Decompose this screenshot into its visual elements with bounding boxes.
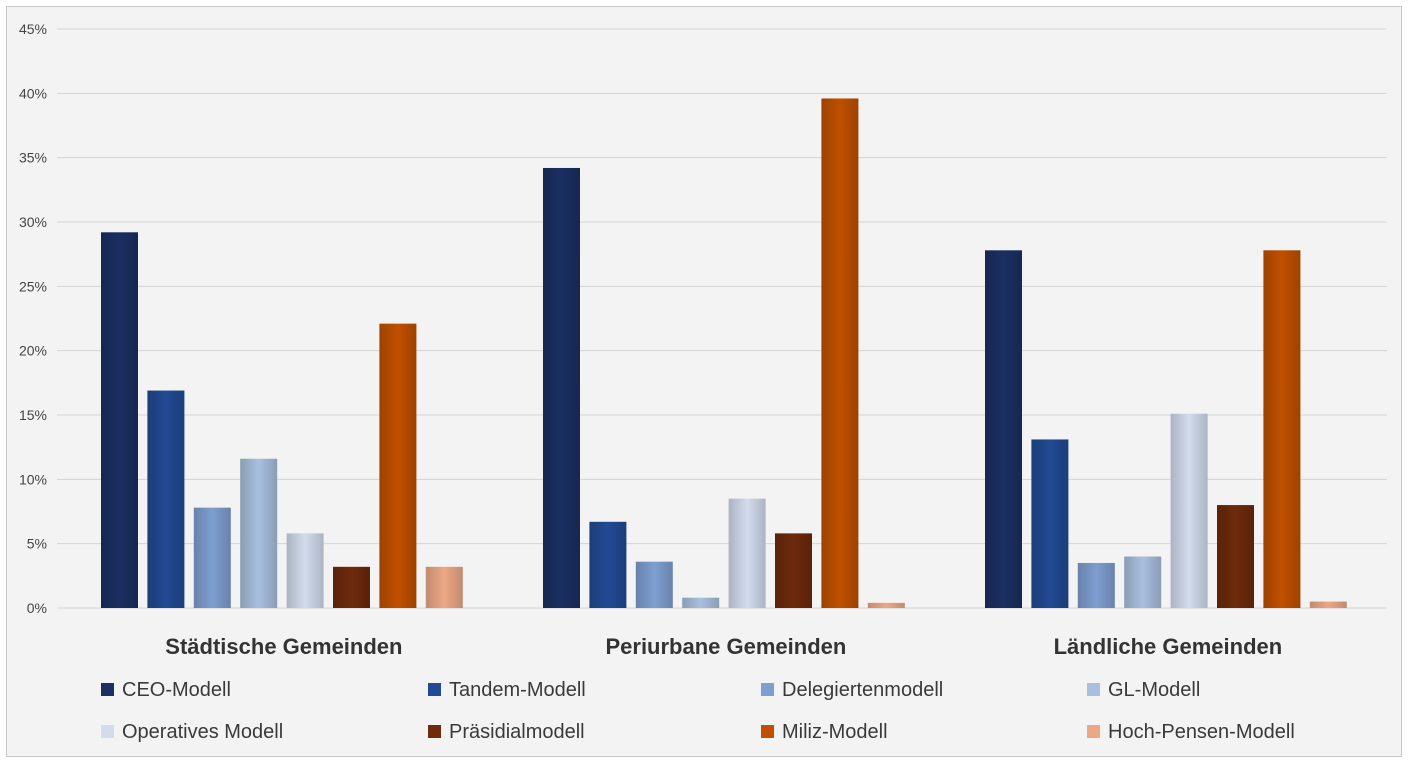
bar [589,521,627,608]
bar [147,390,185,608]
legend-label: Miliz-Modell [782,721,888,743]
bar [728,498,766,608]
y-tick-label: 5% [27,536,47,552]
legend: CEO-Modell Tandem-Modell Delegiertenmodell… [101,679,1295,743]
bar [1077,562,1115,608]
bar [379,323,417,608]
bar [985,250,1022,608]
legend-swatch [1087,725,1100,738]
legend-item: Delegiertenmodell [761,679,943,701]
chart-frame: 0% 5% 10% 15% 20% 25% 30% 35% 40% 45% Städtische … [6,6,1402,757]
bar [333,566,370,608]
x-axis-category-labels: Städtische Gemeinden Periurbane Gemeinden… [165,634,1282,659]
bar [775,533,812,608]
bar [635,561,673,608]
y-axis-tick-labels: 0% 5% 10% 15% 20% 25% 30% 35% 40% 45% [19,21,47,616]
bar-chart: 0% 5% 10% 15% 20% 25% 30% 35% 40% 45% Städtische … [19,21,1387,743]
legend-swatch [101,725,114,738]
legend-label: Delegiertenmodell [782,679,943,701]
bar [1217,505,1254,608]
bar [240,458,278,608]
bar [543,167,580,608]
legend-swatch [761,725,774,738]
y-tick-label: 15% [19,407,47,423]
legend-label: Tandem-Modell [449,679,586,701]
y-tick-label: 20% [19,343,47,359]
legend-swatch [761,683,774,696]
legend-label: GL-Modell [1108,679,1200,701]
legend-swatch [101,683,114,696]
y-tick-label: 45% [19,21,47,37]
y-tick-label: 25% [19,278,47,294]
y-tick-label: 10% [19,471,47,487]
category-label: Ländliche Gemeinden [1054,634,1283,659]
bar [193,507,231,608]
y-tick-label: 0% [27,600,47,616]
bar [1031,439,1069,608]
legend-label: Hoch-Pensen-Modell [1108,721,1295,743]
y-tick-label: 35% [19,150,47,166]
legend-item: Tandem-Modell [428,679,586,701]
legend-item: Hoch-Pensen-Modell [1087,721,1295,743]
bar [1124,556,1162,608]
bar [682,597,720,608]
bar [1309,601,1347,608]
bar [821,98,859,608]
bar [1263,250,1301,608]
legend-swatch [428,683,441,696]
gridlines [57,28,1387,609]
bar [101,232,138,608]
legend-item: CEO-Modell [101,679,231,701]
legend-swatch [428,725,441,738]
legend-item: Operatives Modell [101,721,283,743]
legend-label: CEO-Modell [122,679,231,701]
legend-label: Operatives Modell [122,721,283,743]
legend-swatch [1087,683,1100,696]
category-label: Städtische Gemeinden [165,634,402,659]
bars [101,98,1347,608]
category-label: Periurbane Gemeinden [605,634,846,659]
bar [1170,413,1208,608]
bar [867,602,905,608]
legend-item: Miliz-Modell [761,721,888,743]
bar [286,533,324,608]
y-tick-label: 30% [19,214,47,230]
legend-label: Präsidialmodell [449,721,585,743]
bar [425,566,463,608]
legend-item: Präsidialmodell [428,721,585,743]
legend-item: GL-Modell [1087,679,1200,701]
y-tick-label: 40% [19,85,47,101]
